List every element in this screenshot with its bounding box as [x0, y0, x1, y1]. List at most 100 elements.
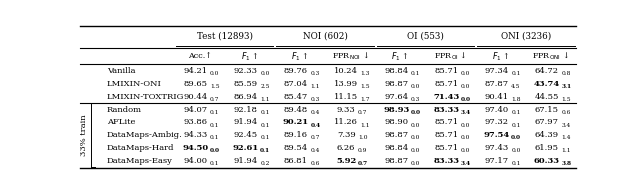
Text: 0.3: 0.3: [310, 97, 319, 102]
Text: 0.1: 0.1: [511, 71, 520, 76]
Text: 1.1: 1.1: [310, 84, 320, 89]
Text: 0.0: 0.0: [461, 148, 470, 153]
Text: 0.7: 0.7: [210, 97, 220, 102]
Text: 97.32: 97.32: [484, 118, 509, 126]
Text: 0.0: 0.0: [461, 97, 471, 102]
Text: 89.16: 89.16: [284, 131, 308, 139]
Text: 0.4: 0.4: [310, 110, 320, 115]
Text: 91.94: 91.94: [234, 118, 258, 126]
Text: 43.74: 43.74: [534, 80, 560, 88]
Text: 0.6: 0.6: [310, 161, 320, 166]
Text: 98.87: 98.87: [384, 131, 408, 139]
Text: 0.0: 0.0: [411, 84, 420, 89]
Text: 0.0: 0.0: [411, 135, 420, 140]
Text: 2.5: 2.5: [260, 84, 269, 89]
Text: FPR$_{{\rm ONI}}$ ↓: FPR$_{{\rm ONI}}$ ↓: [532, 51, 570, 62]
Text: 3.8: 3.8: [561, 161, 572, 166]
Text: 1.3: 1.3: [360, 71, 370, 76]
Text: 1.8: 1.8: [511, 97, 520, 102]
Text: 89.48: 89.48: [284, 106, 308, 113]
Text: 0.0: 0.0: [210, 148, 220, 153]
Text: DataMaps-Hard: DataMaps-Hard: [107, 144, 174, 152]
Text: 0.0: 0.0: [411, 122, 420, 128]
Text: 61.95: 61.95: [535, 144, 559, 152]
Text: 97.43: 97.43: [484, 144, 509, 152]
Text: 0.3: 0.3: [411, 97, 420, 102]
Text: 0.0: 0.0: [461, 122, 470, 128]
Text: 0.0: 0.0: [210, 71, 220, 76]
Text: 83.33: 83.33: [433, 157, 460, 165]
Text: 1.7: 1.7: [360, 97, 370, 102]
Text: 94.33: 94.33: [184, 131, 208, 139]
Text: Acc.↑: Acc.↑: [188, 52, 212, 60]
Text: 92.33: 92.33: [234, 67, 258, 75]
Text: 0.7: 0.7: [358, 110, 367, 115]
Text: 97.40: 97.40: [484, 106, 509, 113]
Text: 3.1: 3.1: [561, 84, 572, 89]
Text: 0.2: 0.2: [260, 161, 269, 166]
Text: 64.39: 64.39: [535, 131, 559, 139]
Text: 97.64: 97.64: [384, 93, 408, 101]
Text: 93.86: 93.86: [184, 118, 207, 126]
Text: 11.15: 11.15: [334, 93, 358, 101]
Text: 3.4: 3.4: [561, 122, 571, 128]
Text: 0.1: 0.1: [511, 122, 520, 128]
Text: 4.5: 4.5: [511, 84, 520, 89]
Text: 1.5: 1.5: [210, 84, 220, 89]
Text: 0.1: 0.1: [260, 148, 270, 153]
Text: 0.0: 0.0: [461, 135, 470, 140]
Text: 0.0: 0.0: [511, 148, 520, 153]
Text: 0.9: 0.9: [358, 148, 367, 153]
Text: 90.41: 90.41: [484, 93, 509, 101]
Text: 64.72: 64.72: [535, 67, 559, 75]
Text: 86.94: 86.94: [234, 93, 258, 101]
Text: 85.59: 85.59: [234, 80, 258, 88]
Text: FPR$_{{\rm OI}}$ ↓: FPR$_{{\rm OI}}$ ↓: [434, 51, 467, 62]
Text: DataMaps-Easy: DataMaps-Easy: [107, 157, 173, 165]
Text: 0.1: 0.1: [210, 122, 220, 128]
Text: 0.0: 0.0: [461, 84, 470, 89]
Text: 0.3: 0.3: [310, 71, 319, 76]
Text: 0.0: 0.0: [411, 110, 420, 115]
Text: 91.94: 91.94: [234, 157, 258, 165]
Text: 89.65: 89.65: [184, 80, 207, 88]
Text: 1.5: 1.5: [561, 97, 571, 102]
Text: 0.0: 0.0: [411, 148, 420, 153]
Text: 92.18: 92.18: [234, 106, 258, 113]
Text: 3.4: 3.4: [461, 161, 471, 166]
Text: 90.44: 90.44: [184, 93, 208, 101]
Text: 11.26: 11.26: [334, 118, 358, 126]
Text: 7.39: 7.39: [337, 131, 356, 139]
Text: 94.00: 94.00: [184, 157, 207, 165]
Text: Random: Random: [107, 106, 142, 113]
Text: 0.0: 0.0: [260, 71, 269, 76]
Text: 1.1: 1.1: [260, 97, 270, 102]
Text: 89.76: 89.76: [284, 67, 308, 75]
Text: $F_1$ ↑: $F_1$ ↑: [241, 50, 259, 63]
Text: 0.1: 0.1: [511, 110, 520, 115]
Text: 98.93: 98.93: [383, 106, 410, 113]
Text: 3.4: 3.4: [461, 110, 471, 115]
Text: 92.45: 92.45: [234, 131, 258, 139]
Text: 83.33: 83.33: [433, 106, 460, 113]
Text: 98.84: 98.84: [384, 144, 408, 152]
Text: 0.1: 0.1: [260, 110, 269, 115]
Text: 98.87: 98.87: [384, 80, 408, 88]
Text: 87.04: 87.04: [284, 80, 308, 88]
Text: Test (12893): Test (12893): [196, 32, 253, 41]
Text: 71.43: 71.43: [433, 93, 460, 101]
Text: OI (553): OI (553): [407, 32, 444, 41]
Text: LMIXIN-ONI: LMIXIN-ONI: [107, 80, 162, 88]
Text: 60.33: 60.33: [534, 157, 560, 165]
Text: 67.15: 67.15: [535, 106, 559, 113]
Text: 0.1: 0.1: [411, 71, 420, 76]
Text: 0.6: 0.6: [561, 110, 571, 115]
Text: 97.54: 97.54: [484, 131, 510, 139]
Text: 89.54: 89.54: [284, 144, 308, 152]
Text: 0.0: 0.0: [511, 135, 521, 140]
Text: 67.97: 67.97: [535, 118, 559, 126]
Text: 1.1: 1.1: [360, 122, 370, 128]
Text: 0.1: 0.1: [210, 110, 220, 115]
Text: 0.7: 0.7: [358, 161, 368, 166]
Text: 94.21: 94.21: [184, 67, 207, 75]
